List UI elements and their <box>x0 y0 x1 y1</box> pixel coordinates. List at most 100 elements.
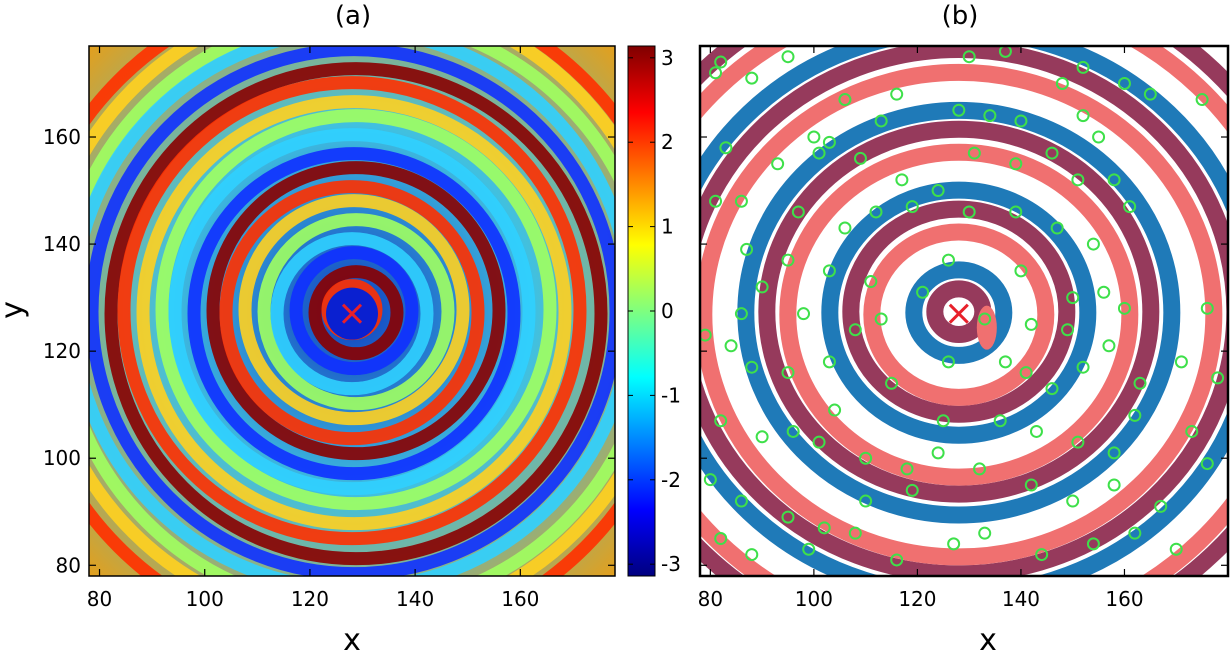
defect-point <box>1211 371 1225 385</box>
x-tick-label: 80 <box>698 587 723 611</box>
defect-point <box>1092 130 1106 144</box>
defect-point <box>1123 200 1137 214</box>
cross-stroke <box>948 303 969 324</box>
defect-point <box>812 146 826 160</box>
colorbar-tick-label: 2 <box>661 130 674 154</box>
colorbar-tick-label: 3 <box>661 46 674 70</box>
phase-ring <box>104 62 608 566</box>
defect-point <box>931 446 945 460</box>
cross-stroke <box>341 303 363 324</box>
colorbar-ticks: 3 2 1 0 -1 -2 -3 <box>628 46 681 576</box>
defect-point <box>1055 76 1069 90</box>
defect-point <box>905 483 919 497</box>
heatmap-a-frame <box>88 45 616 577</box>
defect-point <box>838 221 852 235</box>
x-tick-label: 100 <box>795 587 833 611</box>
defect-point <box>812 435 826 449</box>
panel-b: 80 100 120 140 160 x <box>698 44 1230 656</box>
defect-point <box>941 253 955 267</box>
phase-ring <box>168 128 536 496</box>
defect-point <box>1066 494 1080 508</box>
defect-point <box>916 285 930 299</box>
colorbar-tick-label: 1 <box>661 215 674 239</box>
defect-point <box>1117 301 1131 315</box>
colorbar-tick-label: -1 <box>661 383 681 407</box>
defect-point <box>1029 424 1043 438</box>
defect-point <box>838 93 852 107</box>
phase-regions-b <box>700 46 1228 576</box>
defect-point <box>745 548 759 562</box>
y-tick-label: 160 <box>43 125 81 149</box>
defect-point <box>1143 87 1157 101</box>
phase-band <box>842 200 1076 423</box>
defect-point <box>828 403 842 417</box>
phase-band <box>716 82 1202 545</box>
defect-point <box>817 521 831 535</box>
defect-point <box>791 205 805 219</box>
defect-point <box>1200 457 1214 471</box>
phase-ring <box>219 180 485 446</box>
defect-point <box>931 184 945 198</box>
defect-point <box>740 242 754 256</box>
defect-point <box>853 151 867 165</box>
defect-point <box>1107 446 1121 460</box>
defect-point <box>1014 114 1028 128</box>
defect-point <box>1014 264 1028 278</box>
defect-point <box>900 462 914 476</box>
defect-point <box>952 103 966 117</box>
center-marker-b <box>948 303 969 324</box>
defect-point <box>1066 291 1080 305</box>
center-marker-a <box>341 303 363 324</box>
defect-point <box>962 50 976 64</box>
defect-point <box>978 526 992 540</box>
defect-point <box>781 253 795 267</box>
defect-point <box>709 66 723 80</box>
phase-ring <box>155 109 557 511</box>
phase-band <box>700 63 1223 566</box>
defect-point <box>941 355 955 369</box>
y-tick-label: 120 <box>43 339 81 363</box>
defect-point <box>1107 478 1121 492</box>
defect-points-b <box>700 46 1225 567</box>
phase-ring <box>289 246 419 376</box>
defect-point <box>1195 93 1209 107</box>
phase-core-blob <box>976 305 997 350</box>
defect-point <box>1061 323 1075 337</box>
x-tick-label: 160 <box>501 587 539 611</box>
defect-point <box>714 55 728 69</box>
defect-point <box>848 526 862 540</box>
phase-band <box>821 181 1097 444</box>
defect-point <box>1045 382 1059 396</box>
defect-point <box>874 114 888 128</box>
defect-point <box>869 205 883 219</box>
defect-point <box>1024 478 1038 492</box>
defect-point <box>983 109 997 123</box>
axes-b: 80 100 120 140 160 <box>698 46 1228 611</box>
y-tick-label: 80 <box>56 553 81 577</box>
defect-point <box>998 355 1012 369</box>
phase-ring <box>308 265 404 361</box>
defect-point <box>734 494 748 508</box>
axis-a-ylabel: y <box>0 301 30 319</box>
phase-ring <box>206 161 506 461</box>
defect-point <box>700 328 712 342</box>
x-tick-label: 160 <box>1105 587 1143 611</box>
defect-point <box>1071 435 1085 449</box>
defect-point <box>734 194 748 208</box>
phase-ring <box>238 194 470 426</box>
defect-point <box>848 323 862 337</box>
defect-point <box>1035 548 1049 562</box>
panel-b-frame <box>698 44 1230 578</box>
defect-point <box>967 146 981 160</box>
axis-b-xlabel: x <box>979 623 997 656</box>
colorbar-tick-label: -3 <box>661 552 681 576</box>
defect-point <box>724 339 738 353</box>
defect-point <box>807 130 821 144</box>
defect-point <box>885 376 899 390</box>
defect-point <box>1009 157 1023 171</box>
defect-point <box>797 307 811 321</box>
defect-point <box>755 430 769 444</box>
x-tick-label: 120 <box>291 587 329 611</box>
defect-point <box>745 360 759 374</box>
